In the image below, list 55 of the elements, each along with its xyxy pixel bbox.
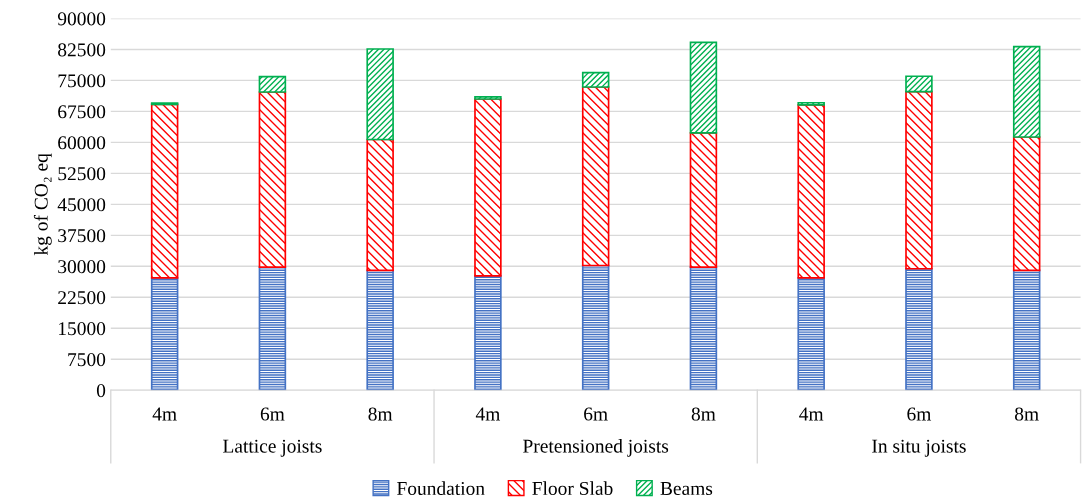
bar bbox=[1012, 269, 1041, 391]
legend-label: Foundation bbox=[397, 481, 485, 496]
text: Lattice joists bbox=[223, 439, 322, 457]
bar bbox=[474, 96, 502, 100]
bar bbox=[258, 91, 287, 268]
y-tick-label: 7500 bbox=[68, 353, 106, 367]
x-tick-label: 6m bbox=[584, 407, 608, 421]
y-tick-label: 75000 bbox=[58, 74, 106, 88]
y-tick-label: 82500 bbox=[58, 43, 106, 57]
x-tick-label: 6m bbox=[260, 407, 285, 421]
bar bbox=[150, 103, 179, 279]
bar bbox=[581, 264, 610, 391]
y-tick-label: 90000 bbox=[57, 12, 106, 26]
legend-label: Floor Slab bbox=[532, 481, 613, 496]
y-tick-label: 67500 bbox=[58, 105, 106, 119]
y-tick-label: 52500 bbox=[58, 167, 106, 181]
y-tick-label: 37500 bbox=[58, 229, 106, 243]
bar bbox=[797, 101, 825, 106]
x-tick-label: 4m bbox=[799, 407, 824, 421]
bar bbox=[905, 267, 933, 391]
bar bbox=[366, 48, 394, 141]
bar bbox=[366, 138, 394, 272]
bar bbox=[1012, 136, 1041, 272]
y-tick-label: 15000 bbox=[59, 322, 106, 336]
y-tick-label: 60000 bbox=[58, 136, 106, 150]
y-tick-label: 45000 bbox=[57, 198, 106, 212]
text: In situ joists bbox=[872, 439, 966, 457]
bar bbox=[366, 269, 394, 391]
x-tick-label: 8m bbox=[1015, 407, 1039, 421]
bar bbox=[150, 277, 179, 391]
x-tick-label: 8m bbox=[368, 407, 393, 421]
x-tick-label: 8m bbox=[691, 407, 716, 421]
x-tick-label: 4m bbox=[475, 407, 501, 421]
bar bbox=[474, 98, 502, 277]
bar bbox=[258, 266, 287, 391]
bar bbox=[258, 75, 287, 93]
y-tick-label: 30000 bbox=[58, 260, 106, 274]
bar bbox=[689, 41, 718, 134]
bar bbox=[1012, 45, 1041, 138]
bar bbox=[581, 71, 610, 88]
bar bbox=[797, 103, 825, 279]
text: Pretensioned joists bbox=[523, 439, 669, 457]
x-tick-label: 6m bbox=[907, 407, 932, 421]
bar bbox=[474, 274, 502, 391]
bar bbox=[905, 90, 933, 270]
x-tick-label: 4m bbox=[152, 407, 177, 421]
bar bbox=[689, 266, 718, 391]
bar bbox=[581, 86, 610, 267]
legend-label: Beams bbox=[660, 482, 713, 496]
y-tick-label: 22500 bbox=[58, 291, 106, 305]
bar bbox=[905, 75, 933, 93]
bar bbox=[797, 277, 825, 391]
y-tick-label: 0 bbox=[96, 384, 106, 398]
bar bbox=[689, 132, 718, 268]
y-axis-title: kg of CO₂ eq bbox=[33, 153, 52, 256]
